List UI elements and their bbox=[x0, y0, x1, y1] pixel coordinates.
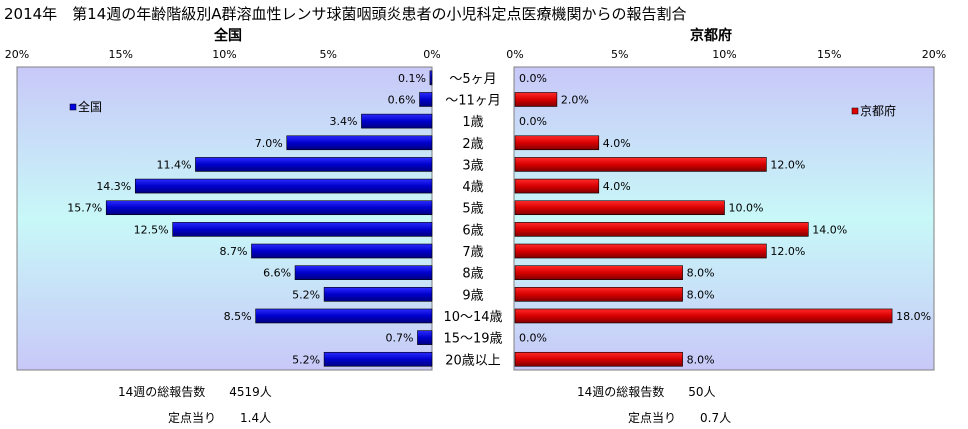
right-tick-label: 5% bbox=[611, 48, 628, 61]
category-labels: ～5ヶ月 ～11ヶ月 1歳 2歳 3歳 4歳 5歳 6歳 7歳 8歳 9歳 10～14歳 15～19歳 2… bbox=[443, 72, 502, 368]
left-total-reports: 14週の総報告数 4519人 bbox=[118, 385, 272, 399]
left-bar-value-label: 0.6% bbox=[388, 93, 416, 106]
right-bar-value-label: 2.0% bbox=[561, 93, 589, 106]
left-bar-value-label: 0.7% bbox=[386, 332, 414, 345]
right-bar-value-label: 12.0% bbox=[770, 245, 805, 258]
right-bar bbox=[514, 351, 683, 367]
right-bar bbox=[514, 287, 683, 302]
left-bar bbox=[286, 135, 433, 151]
right-bar-value-label: 0.0% bbox=[519, 332, 547, 345]
right-bar bbox=[514, 135, 600, 151]
left-bar-value-label: 5.2% bbox=[292, 353, 320, 366]
category-label: 7歳 bbox=[462, 245, 483, 260]
left-bar bbox=[429, 70, 433, 86]
right-bar bbox=[514, 265, 683, 280]
category-label: 4歳 bbox=[462, 180, 483, 195]
left-bar-value-label: 0.1% bbox=[398, 72, 426, 85]
left-bar bbox=[105, 200, 433, 216]
left-tick-label: 15% bbox=[109, 48, 133, 61]
left-bar bbox=[195, 157, 433, 172]
left-tick-label: 10% bbox=[212, 48, 236, 61]
right-bar-value-label: 0.0% bbox=[519, 115, 547, 128]
right-per-site: 定点当り 0.7人 bbox=[628, 411, 732, 425]
right-tick-label: 15% bbox=[817, 48, 841, 61]
right-legend: 京都府 bbox=[851, 103, 896, 118]
left-bar bbox=[417, 330, 433, 345]
left-bar bbox=[294, 265, 433, 280]
category-label: ～11ヶ月 bbox=[445, 93, 501, 108]
category-label: 10～14歳 bbox=[443, 310, 502, 325]
right-bar bbox=[514, 222, 809, 237]
right-bar bbox=[514, 308, 893, 324]
left-bar bbox=[323, 287, 433, 302]
left-panel-heading: 全国 bbox=[213, 27, 242, 44]
left-legend-label: 全国 bbox=[78, 99, 102, 114]
right-bar bbox=[514, 157, 767, 172]
right-panel-heading: 京都府 bbox=[690, 27, 732, 44]
right-bar-value-label: 10.0% bbox=[729, 202, 764, 215]
chart-title: 2014年 第14週の年齢階級別A群溶血性レンサ球菌咽頭炎患者の小児科定点医療機… bbox=[4, 5, 687, 23]
left-bar-value-label: 6.6% bbox=[263, 267, 291, 280]
left-bar bbox=[323, 351, 433, 367]
right-bar-value-label: 0.0% bbox=[519, 72, 547, 85]
right-bar-value-label: 4.0% bbox=[603, 180, 631, 193]
category-label: 8歳 bbox=[462, 267, 483, 282]
left-bar-value-label: 8.7% bbox=[220, 245, 248, 258]
right-axis-ticks: 0% 5% 10% 15% 20% bbox=[506, 48, 946, 61]
right-bar bbox=[514, 178, 600, 194]
right-bar-series: 0.0% 2.0% 0.0% 4.0% 12.0% 4.0% 10.0% 14.0% 12.0%… bbox=[514, 72, 931, 367]
left-tick-label: 0% bbox=[423, 48, 440, 61]
right-bar-value-label: 8.0% bbox=[687, 353, 715, 366]
left-bar-value-label: 15.7% bbox=[67, 202, 102, 215]
category-label: 9歳 bbox=[462, 288, 483, 303]
right-tick-label: 0% bbox=[506, 48, 523, 61]
right-total-reports: 14週の総報告数 50人 bbox=[577, 385, 716, 399]
left-bar-value-label: 14.3% bbox=[96, 180, 131, 193]
left-tick-label: 5% bbox=[320, 48, 337, 61]
left-bar-value-label: 11.4% bbox=[156, 158, 191, 171]
left-bar bbox=[251, 243, 433, 259]
left-bar bbox=[255, 308, 433, 324]
right-bar bbox=[514, 243, 767, 259]
right-tick-label: 20% bbox=[922, 48, 946, 61]
right-bar-value-label: 4.0% bbox=[603, 137, 631, 150]
left-tick-label: 20% bbox=[5, 48, 29, 61]
category-label: 2歳 bbox=[462, 137, 483, 152]
left-per-site: 定点当り 1.4人 bbox=[168, 411, 272, 425]
left-legend: 全国 bbox=[69, 99, 102, 114]
right-bar bbox=[514, 92, 558, 107]
right-bar bbox=[514, 200, 725, 216]
left-bar bbox=[134, 178, 433, 194]
category-label: 1歳 bbox=[462, 115, 483, 130]
category-label: 6歳 bbox=[462, 223, 483, 238]
left-bar-value-label: 3.4% bbox=[329, 115, 357, 128]
right-legend-swatch bbox=[851, 107, 859, 115]
category-label: 5歳 bbox=[462, 202, 483, 217]
right-legend-label: 京都府 bbox=[860, 103, 896, 118]
left-legend-swatch bbox=[69, 103, 77, 111]
left-bar bbox=[172, 222, 433, 237]
left-bar bbox=[419, 92, 433, 107]
right-bar-value-label: 12.0% bbox=[770, 158, 805, 171]
right-bar-value-label: 8.0% bbox=[687, 288, 715, 301]
right-bar-value-label: 14.0% bbox=[812, 223, 847, 236]
left-axis-ticks: 20% 15% 10% 5% 0% bbox=[5, 48, 441, 61]
left-bar-value-label: 12.5% bbox=[134, 223, 169, 236]
category-label: 20歳以上 bbox=[445, 353, 501, 368]
right-bar-value-label: 18.0% bbox=[896, 310, 931, 323]
right-tick-label: 10% bbox=[712, 48, 736, 61]
left-bar-value-label: 7.0% bbox=[255, 137, 283, 150]
left-bar bbox=[361, 113, 433, 129]
left-bar-value-label: 5.2% bbox=[292, 288, 320, 301]
category-label: ～5ヶ月 bbox=[449, 72, 496, 87]
category-label: 15～19歳 bbox=[443, 332, 502, 347]
category-label: 3歳 bbox=[462, 158, 483, 173]
left-bar-value-label: 8.5% bbox=[224, 310, 252, 323]
left-bar-series: 0.1% 0.6% 3.4% 7.0% 11.4% 14.3% 15.7% 12.5% 8.7%… bbox=[67, 70, 433, 367]
right-bar-value-label: 8.0% bbox=[687, 267, 715, 280]
